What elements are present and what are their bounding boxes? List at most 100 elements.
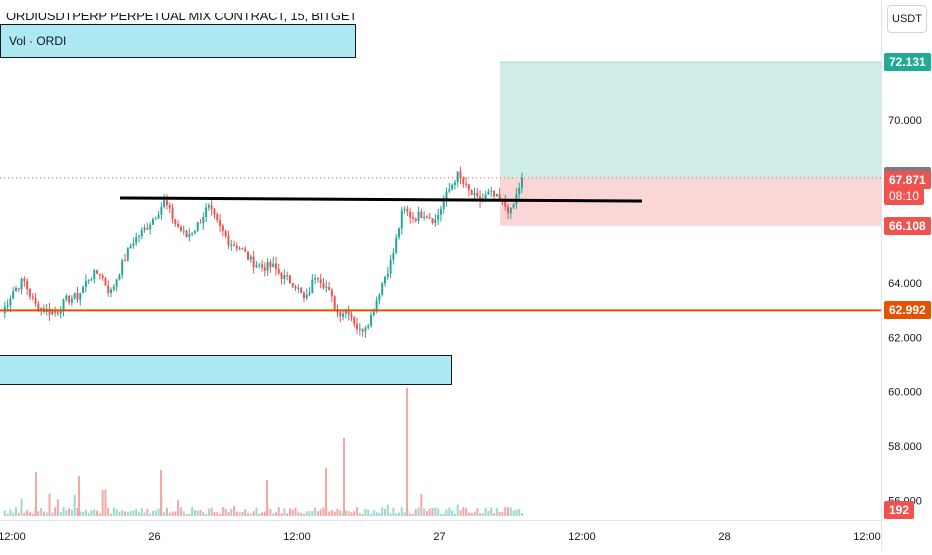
y-tick-label: 64.000 [888, 278, 922, 290]
candle-body [386, 273, 389, 277]
volume-bar [165, 507, 168, 516]
volume-bar [140, 507, 143, 516]
candle-body [104, 278, 107, 286]
volume-bar [512, 510, 515, 516]
volume-bar [420, 494, 423, 516]
candle-body [202, 217, 205, 224]
candle-body [498, 194, 501, 200]
candle-body [121, 260, 124, 276]
x-tick-label: 12:00 [283, 531, 311, 543]
candle-body [221, 225, 224, 231]
volume-bar [51, 512, 54, 516]
volume-bar [230, 508, 233, 516]
candle-body [263, 267, 266, 271]
candle-body [274, 263, 277, 270]
candle-body [437, 214, 440, 220]
time-axis-separator [0, 520, 881, 521]
candle-body [439, 209, 442, 215]
candle-body [484, 194, 487, 199]
candle-body [93, 270, 96, 280]
x-tick-label: 12:00 [0, 531, 26, 543]
candle-body [146, 227, 149, 230]
candle-body [87, 279, 90, 281]
candle-body [504, 200, 507, 207]
volume-bar [149, 513, 152, 516]
candle-body [154, 218, 157, 220]
volume-bar [518, 508, 521, 516]
volume-bar [96, 510, 99, 516]
last-price-tag: 67.871 [884, 170, 931, 189]
candle-body [224, 230, 227, 236]
candle-body [269, 262, 272, 268]
volume-bar [98, 513, 101, 516]
volume-legend-box[interactable]: Vol · ORDI [0, 24, 356, 58]
candle-body [26, 281, 29, 290]
volume-bar [118, 511, 121, 516]
volume-bar [247, 513, 250, 516]
candle-body [227, 235, 230, 246]
volume-bar [90, 510, 93, 516]
volume-bar [442, 513, 445, 516]
volume-bar [274, 512, 277, 516]
volume-bar [484, 507, 487, 516]
bar-countdown-tag: 08:10 [884, 186, 925, 205]
candle-body [143, 227, 146, 230]
volume-bar [414, 509, 417, 516]
candle-body [14, 287, 17, 292]
candle-body [188, 234, 191, 237]
candle-body [521, 177, 523, 188]
candle-body [90, 279, 93, 281]
candle-body [507, 206, 510, 214]
volume-bar [129, 511, 132, 516]
candle-body [420, 211, 423, 218]
candle-body [467, 184, 470, 191]
volume-spike [35, 472, 37, 516]
volume-bar [56, 499, 59, 516]
candle-body [252, 256, 255, 268]
candle-body [350, 314, 353, 318]
candle-body [126, 248, 129, 261]
volume-bar [241, 512, 244, 516]
volume-spike [78, 476, 80, 516]
volume-bar [456, 504, 459, 516]
candle-body [291, 282, 294, 287]
candle-body [12, 291, 15, 299]
candle-body [378, 294, 381, 301]
candle-body [101, 275, 104, 279]
volume-bar [87, 512, 90, 516]
volume-bar [151, 510, 154, 516]
volume-bar [73, 494, 76, 516]
volume-bar [397, 512, 400, 516]
volume-bar [403, 512, 406, 516]
volume-bar [439, 513, 442, 516]
volume-bar [93, 509, 96, 516]
volume-bar [68, 508, 71, 516]
candle-body [56, 312, 59, 314]
volume-bar [453, 513, 456, 516]
volume-bar [356, 507, 359, 516]
annotation-box[interactable] [0, 355, 452, 385]
volume-bar [437, 508, 440, 516]
currency-button[interactable]: USDT [887, 5, 927, 33]
candle-body [70, 298, 73, 303]
candle-body [20, 278, 23, 290]
candle-body [392, 252, 395, 260]
candle-body [124, 260, 127, 262]
volume-bar [297, 511, 300, 516]
volume-bar [448, 507, 451, 516]
candle-body [356, 323, 359, 329]
x-tick-label: 27 [433, 531, 445, 543]
candle-body [442, 201, 445, 210]
volume-bar [364, 508, 367, 516]
candle-body [68, 295, 71, 303]
candle-body [512, 204, 515, 208]
volume-bar [252, 511, 255, 516]
volume-spike [343, 438, 345, 516]
candle-body [518, 187, 521, 195]
volume-bar [411, 513, 414, 516]
volume-bar [137, 512, 140, 516]
volume-bar [104, 489, 107, 516]
candle-body [451, 184, 454, 190]
